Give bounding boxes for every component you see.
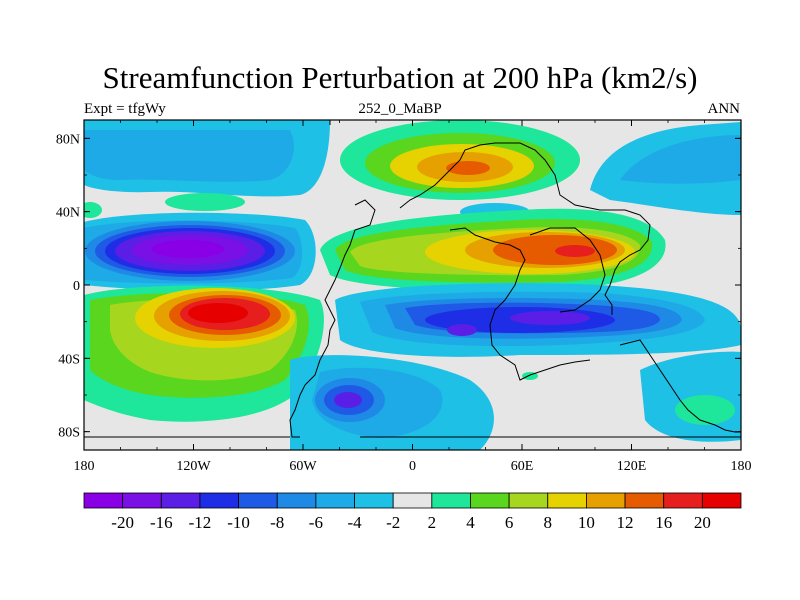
- colorbar-swatch: [122, 492, 162, 509]
- colorbar-swatch: [354, 492, 394, 509]
- colorbar-label: -2: [386, 513, 400, 532]
- map-axes: 180 120W 60W 0 60E 120E 180 80N 40N 0 40S 80S: [56, 120, 752, 474]
- coastlines: [84, 120, 741, 438]
- colorbar-label: 4: [466, 513, 475, 532]
- colorbar-swatch: [276, 492, 317, 509]
- coastline-india: [529, 227, 606, 313]
- contour-southeast: [522, 351, 741, 442]
- x-tick-label: 180: [74, 459, 95, 474]
- contour-field: [84, 120, 741, 450]
- y-tick-label: 80N: [56, 132, 80, 147]
- contour-west-negative: [84, 212, 316, 291]
- colorbar-label: 8: [544, 513, 553, 532]
- x-tick-label: 0: [409, 459, 416, 474]
- y-tick-label: 40S: [58, 352, 80, 367]
- colorbar-label: -12: [189, 513, 212, 532]
- coastline-africa: [449, 227, 591, 381]
- colorbar-label: -4: [347, 513, 362, 532]
- x-tick-label: 60E: [511, 459, 534, 474]
- contour-ne-negative: [590, 122, 741, 215]
- contour-north-positive: [340, 120, 580, 200]
- x-tick-label: 120E: [617, 459, 647, 474]
- colorbar-label: 6: [505, 513, 514, 532]
- contour-green-edge: [84, 202, 102, 218]
- colorbar-swatch: [83, 492, 124, 509]
- colorbar: -20 -16 -12 -10 -8 -6 -4 -2 2 4 6 8 10 12 16 20: [83, 492, 742, 532]
- colorbar-swatch: [508, 492, 549, 509]
- y-tick-label: 80S: [58, 426, 80, 441]
- colorbar-swatch: [470, 492, 510, 509]
- x-tick-label: 180: [731, 459, 752, 474]
- colorbar-label: 10: [578, 513, 595, 532]
- contour-nw-negative: [84, 120, 330, 197]
- colorbar-label: -6: [309, 513, 323, 532]
- y-tick-label: 40N: [56, 206, 80, 221]
- coastline-americas: [289, 120, 376, 438]
- colorbar-swatch: [238, 492, 278, 509]
- colorbar-swatch: [624, 492, 665, 509]
- experiment-label: Expt = tfgWy: [84, 101, 166, 117]
- coastline-eurasia: [399, 142, 651, 315]
- map-title: Streamfunction Perturbation at 200 hPa (…: [102, 60, 698, 95]
- colorbar-swatch: [586, 492, 626, 509]
- colorbar-label: -16: [150, 513, 173, 532]
- x-tick-label: 60W: [289, 459, 317, 474]
- colorbar-swatch: [199, 492, 239, 509]
- colorbar-label: 20: [694, 513, 711, 532]
- y-tick-label: 0: [73, 279, 80, 294]
- season-label: ANN: [707, 101, 741, 117]
- contour-south-negative: [335, 283, 741, 357]
- colorbar-swatch: [547, 492, 587, 509]
- colorbar-swatch: [160, 492, 201, 509]
- colorbar-swatch: [663, 492, 703, 509]
- colorbar-swatch: [701, 492, 742, 509]
- contour-southern-ocean-negative: [290, 355, 494, 450]
- contour-tropical-positive: [320, 208, 666, 291]
- case-label: 252_0_MaBP: [358, 101, 442, 117]
- colorbar-label: 2: [428, 513, 437, 532]
- colorbar-label: -10: [227, 513, 250, 532]
- colorbar-swatch: [431, 492, 471, 509]
- contour-southwest-positive: [84, 285, 324, 422]
- x-tick-label: 120W: [176, 459, 211, 474]
- colorbar-label: 16: [655, 513, 672, 532]
- colorbar-label: 12: [617, 513, 634, 532]
- colorbar-swatch: [392, 492, 433, 509]
- colorbar-swatch: [315, 492, 355, 509]
- colorbar-label: -8: [270, 513, 284, 532]
- colorbar-label: -20: [111, 513, 134, 532]
- contour-green-strip: [165, 193, 245, 211]
- coastline-australia: [619, 339, 741, 433]
